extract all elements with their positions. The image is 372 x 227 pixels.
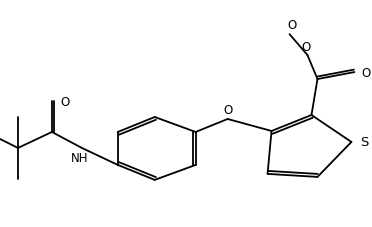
Text: S: S — [360, 136, 369, 149]
Text: O: O — [60, 95, 69, 108]
Text: O: O — [223, 103, 232, 116]
Text: NH: NH — [71, 152, 89, 165]
Text: O: O — [302, 40, 311, 53]
Text: O: O — [361, 66, 371, 79]
Text: O: O — [287, 19, 296, 32]
